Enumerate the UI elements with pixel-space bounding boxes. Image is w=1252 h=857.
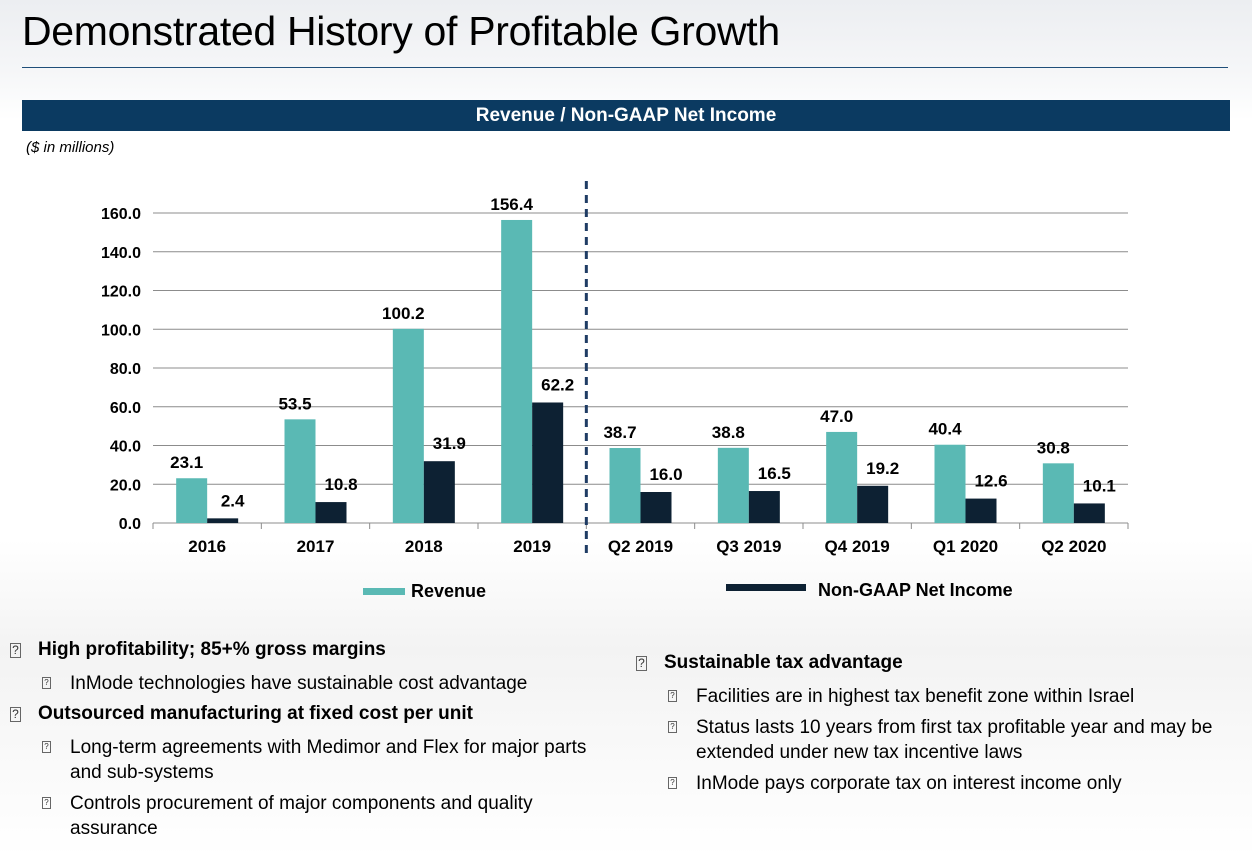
- bullet-icon: ?: [42, 741, 51, 753]
- y-axis: 0.0 20.0 40.0 60.0 80.0 100.0 120.0 140.0 160.0: [101, 181, 1129, 555]
- data-label-revenue: 100.2: [382, 304, 425, 323]
- legend-label: Revenue: [411, 581, 486, 601]
- data-label-revenue: 38.8: [712, 423, 745, 442]
- legend: Revenue Non-GAAP Net Income: [363, 580, 1013, 601]
- bullets-left: ? High profitability; 85+% gross margins?…: [6, 638, 606, 847]
- bullet-heading: ? Outsourced manufacturing at fixed cost …: [6, 702, 606, 726]
- y-tick-label: 80.0: [110, 361, 141, 378]
- x-category-label: 2017: [297, 537, 335, 556]
- x-axis: 2016 2017 2018 2019 Q2 2019 Q3 2019 Q4 2019 Q1 …: [188, 537, 1106, 556]
- bullet-text: Controls procurement of major components…: [70, 793, 533, 839]
- data-label-net-income: 10.1: [1083, 476, 1116, 495]
- bar-net-income: [532, 402, 564, 523]
- y-tick-label: 100.0: [101, 322, 141, 339]
- bullet-text: InMode pays corporate tax on interest in…: [696, 773, 1122, 794]
- bar-revenue: [717, 447, 749, 523]
- data-label-revenue: 53.5: [278, 394, 311, 413]
- bullet-subitem: ? Facilities are in highest tax benefit z…: [632, 684, 1232, 709]
- data-label-net-income: 19.2: [866, 459, 899, 478]
- bar-revenue: [501, 219, 533, 523]
- data-label-revenue: 30.8: [1037, 438, 1070, 457]
- data-label-net-income: 10.8: [324, 475, 357, 494]
- data-label-net-income: 12.6: [974, 472, 1007, 491]
- x-category-label: Q1 2020: [933, 537, 998, 556]
- bullet-heading: ? Sustainable tax advantage: [632, 651, 1232, 675]
- bullet-icon: ?: [10, 707, 21, 722]
- legend-swatch: [726, 584, 806, 591]
- y-tick-label: 60.0: [110, 400, 141, 417]
- bullet-text: Sustainable tax advantage: [664, 652, 903, 673]
- bar-revenue: [176, 478, 208, 523]
- bullet-subitem: ? Status lasts 10 years from first tax pr…: [632, 715, 1232, 765]
- data-labels: 23.1 2.4 53.5 10.8 100.2 31.9 156.4 62.2 38.7 16.…: [170, 195, 1116, 510]
- chart-banner: Revenue / Non-GAAP Net Income: [22, 100, 1230, 131]
- y-tick-label: 160.0: [101, 206, 141, 223]
- bar-net-income: [207, 518, 239, 523]
- bar-net-income: [748, 491, 780, 523]
- bullet-icon: ?: [42, 797, 51, 809]
- bullet-icon: ?: [668, 690, 677, 702]
- data-label-revenue: 40.4: [928, 420, 962, 439]
- bullet-subitem: ? InMode pays corporate tax on interest i…: [632, 771, 1232, 796]
- y-tick-label: 20.0: [110, 477, 141, 494]
- y-tick-label: 120.0: [101, 284, 141, 301]
- bullet-text: Status lasts 10 years from first tax pro…: [696, 717, 1213, 763]
- bullet-icon: ?: [636, 656, 647, 671]
- bar-net-income: [423, 461, 455, 523]
- x-category-label: Q4 2019: [825, 537, 890, 556]
- legend-swatch: [363, 588, 405, 595]
- bullet-heading: ? High profitability; 85+% gross margins: [6, 638, 606, 662]
- bar-net-income: [640, 492, 672, 523]
- bullet-text: Facilities are in highest tax benefit zo…: [696, 686, 1135, 707]
- x-category-label: 2019: [513, 537, 551, 556]
- x-category-label: 2018: [405, 537, 443, 556]
- bar-net-income: [965, 498, 997, 523]
- bar-net-income: [857, 485, 889, 523]
- bullet-text: High profitability; 85+% gross margins: [38, 639, 386, 660]
- bar-net-income: [1073, 503, 1105, 523]
- data-label-revenue: 23.1: [170, 453, 203, 472]
- legend-label: Non-GAAP Net Income: [818, 580, 1013, 600]
- bar-revenue: [609, 448, 641, 523]
- data-label-revenue: 47.0: [820, 407, 853, 426]
- bullet-icon: ?: [668, 721, 677, 733]
- data-label-revenue: 38.7: [603, 423, 636, 442]
- bar-revenue: [934, 444, 966, 523]
- bullet-text: InMode technologies have sustainable cos…: [70, 673, 528, 694]
- bullet-icon: ?: [668, 777, 677, 789]
- bullet-subitem: ? Controls procurement of major component…: [6, 791, 606, 841]
- units-note: ($ in millions): [26, 139, 115, 156]
- bar-revenue: [392, 328, 424, 523]
- bullet-subitem: ? InMode technologies have sustainable co…: [6, 671, 606, 696]
- x-category-label: Q2 2020: [1041, 537, 1106, 556]
- y-tick-label: 140.0: [101, 245, 141, 262]
- data-label-net-income: 16.5: [758, 464, 791, 483]
- bullets-right: ? Sustainable tax advantage? Facilities ar…: [632, 651, 1232, 802]
- page-title: Demonstrated History of Profitable Growt…: [22, 8, 780, 54]
- data-label-net-income: 16.0: [649, 465, 682, 484]
- y-tick-label: 0.0: [119, 516, 141, 533]
- bullet-icon: ?: [10, 643, 21, 658]
- x-category-label: 2016: [188, 537, 226, 556]
- bullet-subitem: ? Long-term agreements with Medimor and F…: [6, 735, 606, 785]
- x-category-label: Q3 2019: [716, 537, 781, 556]
- data-label-net-income: 62.2: [541, 375, 574, 394]
- revenue-income-bar-chart: 0.020.040.060.080.0100.0120.0140.0160.0 …: [101, 181, 1129, 601]
- title-divider: [22, 67, 1228, 68]
- bullet-text: Outsourced manufacturing at fixed cost p…: [38, 703, 473, 724]
- bar-net-income: [315, 502, 347, 523]
- bars: [176, 219, 1105, 523]
- x-category-label: Q2 2019: [608, 537, 673, 556]
- bullet-text: Long-term agreements with Medimor and Fl…: [70, 737, 587, 783]
- data-label-net-income: 31.9: [433, 434, 466, 453]
- bar-revenue: [284, 419, 316, 523]
- data-label-revenue: 156.4: [490, 195, 533, 214]
- data-label-net-income: 2.4: [221, 491, 245, 510]
- bar-revenue: [826, 431, 858, 523]
- bar-revenue: [1042, 463, 1074, 523]
- bullet-icon: ?: [42, 677, 51, 689]
- y-tick-label: 40.0: [110, 439, 141, 456]
